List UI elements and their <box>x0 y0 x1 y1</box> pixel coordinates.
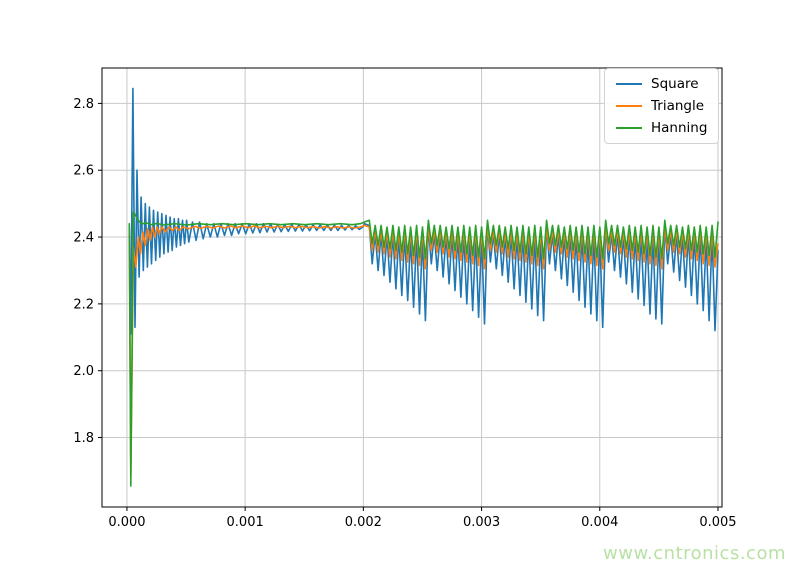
series-line-hanning <box>128 211 719 487</box>
x-tick-label: 0.005 <box>699 515 736 530</box>
x-tick-label: 0.001 <box>227 515 264 530</box>
y-tick-label: 2.8 <box>73 97 94 112</box>
legend: Square Triangle Hanning <box>604 68 720 144</box>
x-tick-label: 0.000 <box>108 515 145 530</box>
legend-label-square: Square <box>651 76 699 92</box>
plot-border <box>101 67 723 508</box>
y-tick-label: 1.8 <box>73 431 94 446</box>
y-tick-label: 2.6 <box>73 164 94 179</box>
y-tick-label: 2.2 <box>73 297 94 312</box>
legend-line-swatch-triangle <box>616 105 642 107</box>
y-tick-label: 2.4 <box>73 231 94 246</box>
x-tick-label: 0.003 <box>463 515 500 530</box>
x-tick-label: 0.002 <box>345 515 382 530</box>
legend-line-swatch-hanning <box>616 127 642 129</box>
legend-label-hanning: Hanning <box>651 120 708 136</box>
legend-item-triangle: Triangle <box>616 98 707 114</box>
watermark: www.cntronics.com <box>603 543 786 564</box>
x-tick-label: 0.004 <box>581 515 618 530</box>
y-tick-label: 2.0 <box>73 364 94 379</box>
legend-label-triangle: Triangle <box>651 98 705 114</box>
legend-line-swatch-square <box>616 83 642 85</box>
legend-item-hanning: Hanning <box>616 120 707 136</box>
legend-item-square: Square <box>616 76 707 92</box>
series-line-square <box>128 87 719 335</box>
